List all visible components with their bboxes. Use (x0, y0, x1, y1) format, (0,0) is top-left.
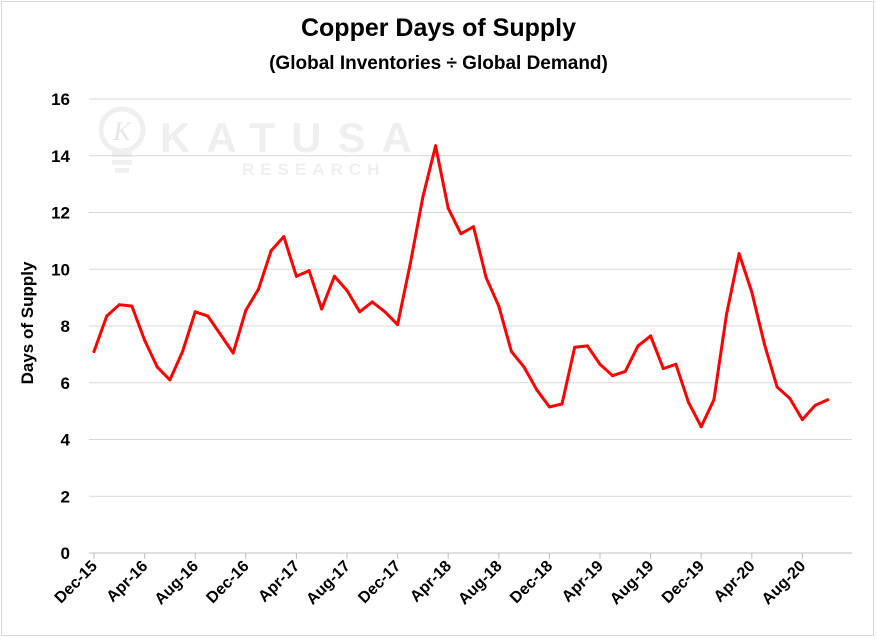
x-tick-label: Apr-20 (711, 558, 759, 606)
x-tick-label: Dec-18 (507, 558, 556, 607)
data-point (345, 289, 349, 292)
data-point (737, 252, 741, 256)
series-line (92, 144, 830, 429)
watermark-sub: RESEARCH (242, 160, 386, 179)
data-point (560, 402, 564, 406)
data-point (307, 269, 311, 273)
y-tick-label: 2 (61, 487, 70, 506)
data-point (181, 350, 185, 353)
data-point (193, 310, 197, 314)
x-tick-label: Apr-17 (255, 558, 303, 606)
chart-title: Copper Days of Supply (300, 14, 577, 42)
data-point (383, 310, 387, 314)
x-tick-label: Apr-16 (104, 558, 152, 606)
data-point (370, 300, 374, 304)
data-point (282, 235, 286, 239)
y-tick-label: 4 (61, 431, 71, 450)
data-point (434, 144, 438, 148)
data-point (332, 274, 336, 278)
data-point (826, 398, 830, 402)
watermark-mark: K (112, 117, 132, 146)
data-point (408, 262, 412, 266)
data-point (105, 314, 109, 318)
data-point (155, 365, 159, 369)
y-tick-label: 14 (51, 147, 70, 166)
watermark-logo: K KATUSA RESEARCH (94, 100, 412, 180)
data-point (244, 308, 248, 312)
data-point (143, 338, 147, 342)
y-tick-label: 16 (51, 90, 70, 109)
y-tick-label: 10 (51, 260, 70, 279)
data-point (320, 307, 324, 311)
x-tick-label: Aug-17 (303, 558, 353, 608)
data-point (623, 369, 627, 373)
data-point (459, 232, 463, 236)
data-point (92, 350, 96, 353)
y-tick-label: 6 (61, 374, 70, 393)
data-point (775, 385, 779, 389)
y-tick-label: 12 (51, 204, 70, 223)
data-point (636, 344, 640, 348)
data-point (661, 367, 665, 371)
data-point (687, 401, 691, 405)
data-point (472, 225, 475, 229)
data-point (598, 362, 602, 366)
data-point (763, 342, 766, 346)
data-point (130, 304, 134, 308)
data-point (611, 374, 615, 378)
data-point (750, 290, 754, 294)
data-point (219, 333, 222, 336)
x-tick-label: Apr-19 (559, 558, 607, 606)
x-tick-label: Aug-20 (759, 558, 809, 608)
x-tick-label: Apr-18 (407, 558, 455, 606)
y-tick-label: 8 (61, 317, 70, 336)
x-tick-label: Dec-17 (355, 558, 404, 607)
data-point (117, 303, 121, 307)
data-point (649, 334, 653, 338)
data-point (294, 274, 298, 278)
data-point (206, 314, 210, 318)
x-tick-label: Aug-16 (152, 558, 202, 608)
data-point (674, 362, 678, 366)
x-tick-label: Dec-15 (52, 558, 101, 607)
data-point (573, 345, 577, 349)
data-point (522, 365, 526, 369)
data-point (269, 249, 273, 253)
data-point (725, 313, 728, 317)
data-point (358, 310, 362, 314)
data-point (168, 378, 172, 382)
data-point (484, 276, 488, 280)
x-tick-label: Aug-18 (455, 558, 505, 608)
data-point (446, 206, 450, 210)
chart-subtitle: (Global Inventories ÷ Global Demand) (269, 53, 608, 74)
data-point (497, 304, 501, 308)
data-point (813, 403, 817, 407)
data-point (547, 405, 551, 409)
data-point (712, 398, 716, 402)
data-point (396, 323, 400, 327)
data-point (585, 344, 589, 348)
y-tick-label: 0 (61, 544, 70, 563)
data-point (509, 350, 513, 353)
data-point (699, 425, 703, 429)
x-tick-label: Dec-16 (203, 558, 252, 607)
x-tick-label: Aug-19 (607, 558, 657, 608)
watermark-brand: KATUSA (160, 114, 428, 161)
data-point (231, 351, 235, 355)
lightbulb-icon: K (98, 106, 146, 173)
data-point (800, 418, 804, 422)
data-point (257, 287, 260, 291)
data-point (535, 388, 539, 392)
x-tick-label: Dec-19 (659, 558, 708, 607)
data-point (421, 195, 425, 199)
data-point (788, 396, 792, 400)
